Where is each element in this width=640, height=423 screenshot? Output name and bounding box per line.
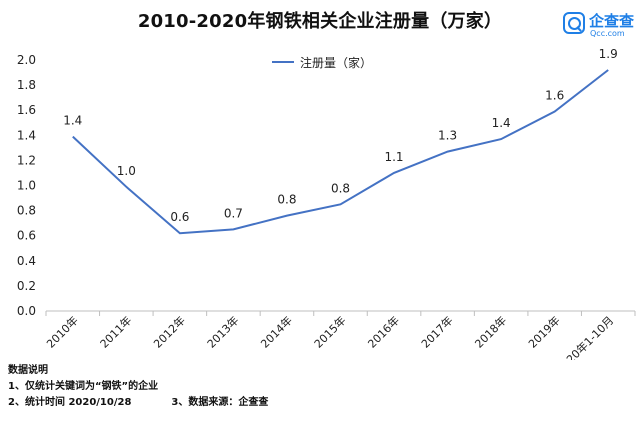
notes-line-1: 1、仅统计关键词为“钢铁”的企业: [8, 381, 159, 392]
x-tick-label: 2017年: [418, 313, 455, 350]
x-tick-label: 2013年: [204, 313, 241, 350]
data-label: 1.6: [545, 88, 564, 102]
data-label: 0.8: [277, 193, 296, 207]
data-label: 0.6: [170, 210, 189, 224]
x-tick-label: 2012年: [151, 313, 188, 350]
chart-title: 2010-2020年钢铁相关企业注册量（万家）: [137, 11, 503, 32]
series-line: [72, 69, 609, 235]
data-label: 1.3: [438, 129, 457, 143]
notes-line-2: 2、统计时间 2020/10/28 3、数据来源：企查查: [8, 395, 268, 411]
legend-line-swatch: [272, 61, 294, 63]
data-label: 1.0: [117, 164, 136, 178]
notes-line-2a: 2、统计时间 2020/10/28: [8, 397, 132, 408]
y-tick-label: 1.4: [17, 128, 36, 142]
line-chart: 0.00.20.40.60.81.01.21.41.61.82.0 2010年 2…: [17, 47, 636, 360]
y-tick-label: 1.8: [17, 78, 36, 92]
magnifier-icon: [563, 12, 585, 34]
brand-logo: 企查查 Qcc.com: [563, 10, 635, 40]
y-tick-label: 1.0: [17, 179, 36, 193]
data-notes: 数据说明 1、仅统计关键词为“钢铁”的企业 2、统计时间 2020/10/28 3…: [8, 363, 268, 411]
data-label: 0.7: [224, 206, 243, 220]
y-tick-label: 1.2: [17, 153, 36, 167]
x-axis: 2010年 2011年 2012年 2013年 2014年 2015年 2016年 2017年…: [43, 311, 636, 360]
y-tick-label: 2.0: [17, 53, 36, 67]
data-label: 0.8: [331, 181, 350, 195]
y-tick-label: 0.8: [17, 204, 36, 218]
notes-heading: 数据说明: [8, 365, 48, 376]
y-tick-label: 0.2: [17, 279, 36, 293]
x-tick-label: 2011年: [97, 313, 134, 350]
data-label: 1.4: [63, 114, 82, 128]
data-labels: 1.4 1.0 0.6 0.7 0.8 0.8 1.1 1.3 1.4 1.6 1.9: [63, 47, 618, 224]
x-tick-label: 2019年: [525, 313, 562, 350]
data-label: 1.4: [492, 116, 511, 130]
brand-sub: Qcc.com: [590, 29, 625, 38]
x-tick-label: 2014年: [258, 313, 295, 350]
y-tick-label: 1.6: [17, 103, 36, 117]
data-label: 1.1: [384, 150, 403, 164]
legend: 注册量（家）: [272, 54, 372, 70]
data-label: 1.9: [599, 47, 618, 61]
y-axis: 0.0 0.2 0.4 0.6 0.8 1.0 1.2 1.4 1.6 1.8 2.0: [17, 53, 36, 318]
brand-name: 企查查: [589, 12, 635, 30]
x-tick-label: 2020年1-10月: [553, 313, 616, 360]
y-tick-label: 0.4: [17, 254, 36, 268]
x-tick-label: 2016年: [365, 313, 402, 350]
x-tick-label: 2018年: [472, 313, 509, 350]
y-tick-label: 0.6: [17, 229, 36, 243]
x-tick-label: 2015年: [311, 313, 348, 350]
legend-label: 注册量（家）: [300, 55, 373, 70]
x-tick-label: 2010年: [43, 313, 80, 350]
notes-line-2b: 3、数据来源：企查查: [171, 397, 269, 408]
y-tick-label: 0.0: [17, 304, 36, 318]
